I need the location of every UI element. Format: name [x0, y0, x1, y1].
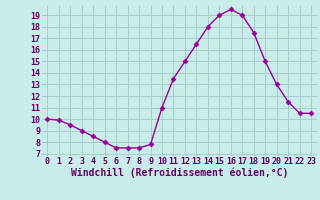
X-axis label: Windchill (Refroidissement éolien,°C): Windchill (Refroidissement éolien,°C)	[70, 168, 288, 178]
